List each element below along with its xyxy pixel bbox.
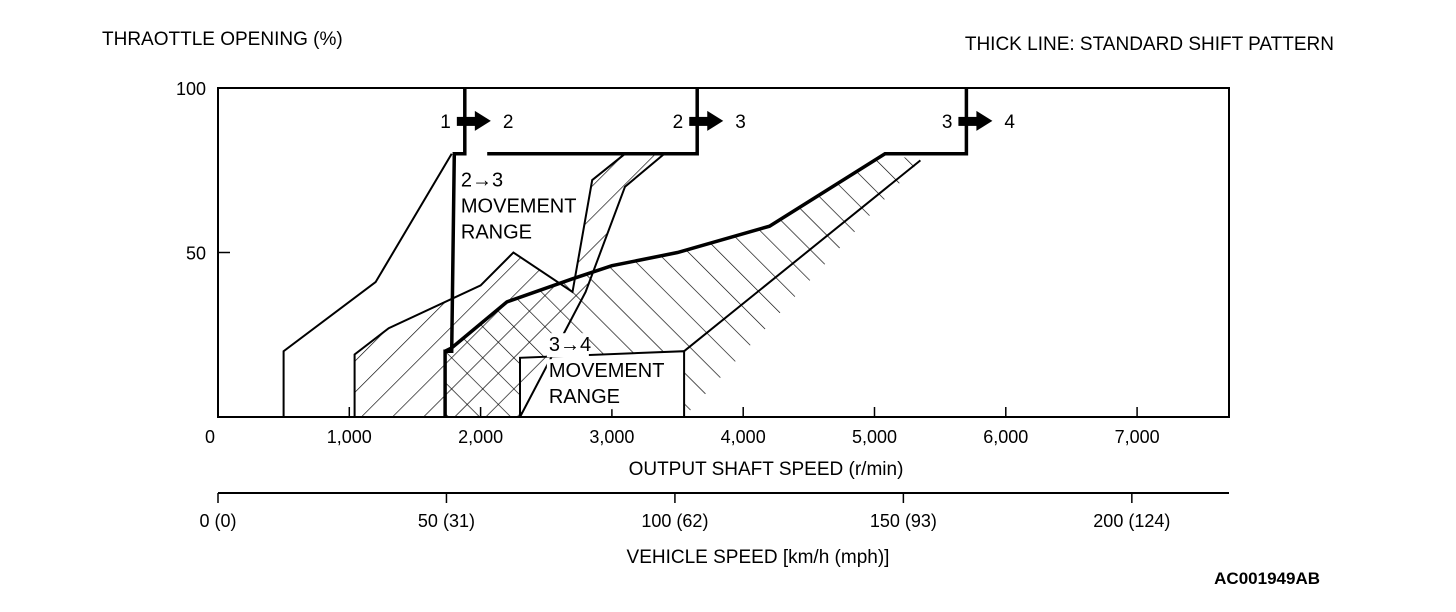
region-label-3-4-movement-range: MOVEMENT <box>549 360 665 382</box>
x-axis-ticks: 0 1,000 2,000 3,000 4,000 5,000 6,000 7,000 <box>205 407 1160 447</box>
region-label-bg <box>546 359 649 384</box>
region-label-3-4-movement-range: RANGE <box>549 386 620 408</box>
region-label-2-3-movement-range: 2→3 <box>461 170 503 192</box>
thin-line-3-4-range <box>519 350 686 417</box>
x-tick-label: 6,000 <box>983 427 1028 447</box>
shift-from-label: 2 <box>673 112 684 133</box>
y-axis-label: THRAOTTLE OPENING (%) <box>102 29 343 50</box>
region-label-bg <box>458 194 561 219</box>
region-label-bg <box>546 385 613 410</box>
x-tick-label: 1,000 <box>327 427 372 447</box>
vehicle-speed-tick-label: 100 (62) <box>641 511 708 531</box>
region-label-2-3-movement-range: MOVEMENT <box>461 196 577 218</box>
region-labels: 2→3 MOVEMENT RANGE 3→4 MOVEMENT RANGE <box>458 168 665 410</box>
vehicle-speed-axis-label: VEHICLE SPEED [km/h (mph)] <box>627 547 890 568</box>
region-label-bg <box>458 168 501 193</box>
region-label-3-4-movement-range: 3→4 <box>549 334 591 356</box>
figure-code: AC001949AB <box>1214 569 1320 588</box>
shift-from-label: 3 <box>942 112 953 133</box>
region-label-2-3-movement-range: RANGE <box>461 222 532 244</box>
x-axis-label: OUTPUT SHAFT SPEED (r/min) <box>629 459 904 480</box>
x-tick-label: 2,000 <box>458 427 503 447</box>
y-axis-ticks: 50 100 <box>176 79 230 264</box>
thin-lines <box>282 152 922 418</box>
thin-line-2-3-range-upper <box>353 152 668 418</box>
shift-line-2-3 <box>444 88 969 353</box>
thin-line-1-2-range-boundary <box>282 153 453 417</box>
x-tick-label: 7,000 <box>1115 427 1160 447</box>
vehicle-speed-tick-label: 200 (124) <box>1093 511 1170 531</box>
y-tick-label: 50 <box>186 244 206 264</box>
region-label-bg <box>458 220 525 245</box>
vehicle-speed-ticks: 0 (0) 50 (31) 100 (62) 150 (93) 200 (124) <box>199 493 1170 531</box>
vehicle-speed-tick-label: 150 (93) <box>870 511 937 531</box>
shift-to-label: 3 <box>735 112 746 133</box>
legend-note: THICK LINE: STANDARD SHIFT PATTERN <box>965 34 1334 55</box>
shift-arrow-icon <box>474 110 491 131</box>
shift-from-label: 1 <box>440 112 451 133</box>
shift-line-3-4 <box>487 88 699 156</box>
x-tick-label: 0 <box>205 427 215 447</box>
shift-arrow-icon <box>707 110 724 131</box>
thin-line-3-4-right-boundary <box>683 159 922 352</box>
x-tick-label: 3,000 <box>589 427 634 447</box>
vehicle-speed-tick-label: 0 (0) <box>199 511 236 531</box>
x-tick-label: 4,000 <box>721 427 766 447</box>
shift-arrow-shaft <box>456 116 477 126</box>
vehicle-speed-tick-label: 50 (31) <box>418 511 475 531</box>
shift-to-label: 2 <box>503 112 514 133</box>
shift-arrow-icon <box>976 110 993 131</box>
shift-arrow-shaft <box>689 116 710 126</box>
region-label-bg <box>546 333 589 358</box>
shift-arrow-shaft <box>958 116 979 126</box>
shift-to-label: 4 <box>1004 112 1015 133</box>
region-2-3-hatch <box>354 153 665 418</box>
x-tick-label: 5,000 <box>852 427 897 447</box>
shift-line-1-2 <box>443 88 467 417</box>
y-tick-label: 100 <box>176 79 206 99</box>
